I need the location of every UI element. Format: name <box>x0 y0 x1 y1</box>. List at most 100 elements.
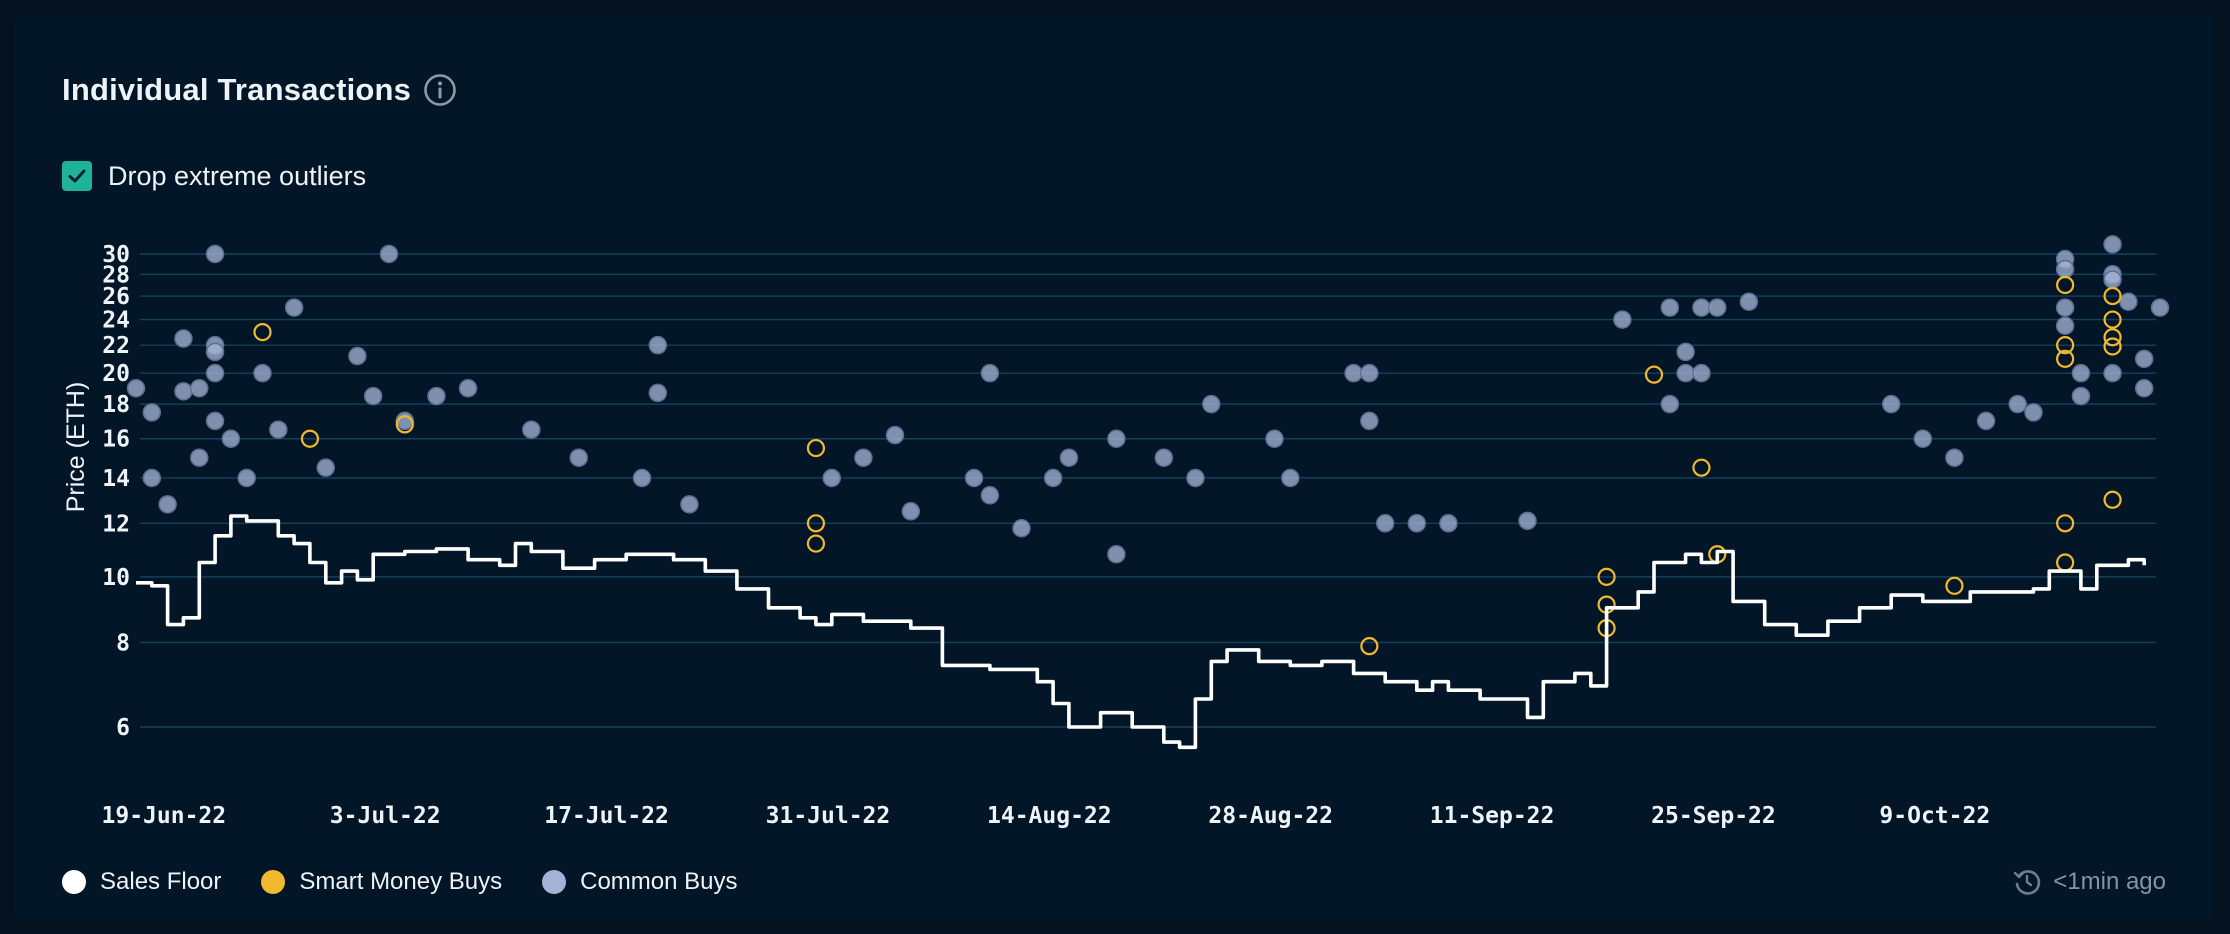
common-buy-point[interactable] <box>126 378 146 398</box>
common-buy-point[interactable] <box>269 420 288 439</box>
common-buy-point[interactable] <box>1660 394 1680 414</box>
smart-money-point[interactable] <box>2103 328 2122 347</box>
drop-outliers-checkbox[interactable] <box>62 161 92 191</box>
smart-money-point[interactable] <box>806 438 826 458</box>
smart-money-point[interactable] <box>806 534 826 553</box>
common-buy-point[interactable] <box>1186 468 1205 488</box>
smart-money-point[interactable] <box>2103 310 2122 329</box>
common-buy-point[interactable] <box>190 378 209 398</box>
history-icon[interactable] <box>2013 868 2041 896</box>
common-buy-point[interactable] <box>2150 298 2170 317</box>
common-buy-point[interactable] <box>174 329 193 348</box>
legend-smart-money[interactable]: Smart Money Buys <box>261 868 502 896</box>
common-buy-point[interactable] <box>885 425 905 445</box>
common-buy-point[interactable] <box>2103 363 2122 383</box>
smart-money-point[interactable] <box>395 415 414 434</box>
smart-money-point[interactable] <box>1597 567 1616 586</box>
smart-money-point[interactable] <box>253 322 272 342</box>
common-buy-point[interactable] <box>2055 316 2075 336</box>
smart-money-point[interactable] <box>2103 337 2122 356</box>
common-buy-point[interactable] <box>1107 545 1126 564</box>
smart-money-point[interactable] <box>2103 286 2122 306</box>
smart-money-point[interactable] <box>2056 553 2075 572</box>
common-buy-point[interactable] <box>2134 349 2154 369</box>
common-buy-point[interactable] <box>2119 292 2138 312</box>
common-buy-point[interactable] <box>363 386 383 406</box>
common-buy-point[interactable] <box>205 342 225 362</box>
common-buy-point[interactable] <box>980 363 1000 383</box>
smart-money-point[interactable] <box>2056 275 2075 295</box>
common-buy-point[interactable] <box>379 244 399 264</box>
legend-sales-floor[interactable]: Sales Floor <box>62 868 221 896</box>
common-buy-point[interactable] <box>2134 378 2154 398</box>
common-buy-point[interactable] <box>205 411 225 431</box>
common-buy-point[interactable] <box>284 298 304 317</box>
common-buy-point[interactable] <box>569 448 588 467</box>
common-buy-point[interactable] <box>1613 310 1632 329</box>
common-buy-point[interactable] <box>854 448 873 467</box>
common-buy-point[interactable] <box>1360 363 1379 383</box>
common-buy-point[interactable] <box>1154 448 1174 467</box>
common-buy-point[interactable] <box>2024 403 2043 422</box>
common-buy-point[interactable] <box>901 502 921 521</box>
smart-money-point[interactable] <box>2056 349 2075 368</box>
common-buy-point[interactable] <box>1107 429 1126 448</box>
common-buy-point[interactable] <box>1676 342 1695 362</box>
common-buy-point[interactable] <box>1708 298 1727 317</box>
common-buy-point[interactable] <box>1265 429 1284 448</box>
common-buy-point[interactable] <box>1881 394 1901 414</box>
common-buy-point[interactable] <box>648 383 668 403</box>
common-buy-point[interactable] <box>964 468 984 488</box>
common-buy-point[interactable] <box>1375 514 1395 533</box>
common-buy-point[interactable] <box>1202 394 1221 414</box>
common-buy-point[interactable] <box>2071 363 2091 383</box>
common-buy-point[interactable] <box>395 411 415 431</box>
common-buy-point[interactable] <box>174 382 193 401</box>
common-buy-point[interactable] <box>1059 448 1079 467</box>
common-buy-point[interactable] <box>2008 394 2027 414</box>
common-buy-point[interactable] <box>221 429 241 448</box>
common-buy-point[interactable] <box>1913 429 1933 448</box>
common-buy-point[interactable] <box>1439 514 1458 533</box>
common-buy-point[interactable] <box>648 335 668 355</box>
common-buy-point[interactable] <box>522 420 541 439</box>
common-buy-point[interactable] <box>205 244 225 264</box>
common-buy-point[interactable] <box>2055 259 2075 279</box>
legend-common-buys[interactable]: Common Buys <box>542 868 738 896</box>
sales-floor-line[interactable] <box>136 514 2146 750</box>
common-buy-point[interactable] <box>458 378 478 398</box>
common-buy-point[interactable] <box>1692 363 1711 383</box>
common-buy-point[interactable] <box>316 458 335 477</box>
common-buy-point[interactable] <box>190 448 209 467</box>
common-buy-point[interactable] <box>348 346 367 366</box>
common-buy-point[interactable] <box>1012 518 1031 538</box>
common-buy-point[interactable] <box>142 403 162 422</box>
smart-money-point[interactable] <box>2056 514 2075 533</box>
common-buy-point[interactable] <box>2071 386 2091 406</box>
smart-money-point[interactable] <box>1945 576 1964 595</box>
drop-outliers-toggle[interactable]: Drop extreme outliers <box>62 156 366 196</box>
common-buy-point[interactable] <box>1676 363 1695 383</box>
common-buy-point[interactable] <box>980 486 1000 505</box>
smart-money-point[interactable] <box>300 429 320 448</box>
common-buy-point[interactable] <box>1945 448 1964 467</box>
common-buy-point[interactable] <box>2103 235 2122 254</box>
smart-money-point[interactable] <box>1360 637 1379 656</box>
common-buy-point[interactable] <box>1043 468 1063 488</box>
common-buy-point[interactable] <box>2055 298 2075 317</box>
common-buy-point[interactable] <box>1518 511 1537 531</box>
smart-money-point[interactable] <box>2056 336 2075 355</box>
common-buy-point[interactable] <box>427 386 446 406</box>
common-buy-point[interactable] <box>632 468 652 488</box>
common-buy-point[interactable] <box>1360 411 1379 431</box>
common-buy-point[interactable] <box>1976 411 1996 431</box>
common-buy-point[interactable] <box>253 363 272 383</box>
smart-money-point[interactable] <box>806 514 826 533</box>
common-buy-point[interactable] <box>205 363 225 383</box>
common-buy-point[interactable] <box>1660 298 1680 317</box>
common-buy-point[interactable] <box>142 468 162 488</box>
common-buy-point[interactable] <box>1739 292 1759 312</box>
common-buy-point[interactable] <box>237 468 256 488</box>
common-buy-point[interactable] <box>158 495 177 514</box>
smart-money-point[interactable] <box>1692 458 1711 477</box>
